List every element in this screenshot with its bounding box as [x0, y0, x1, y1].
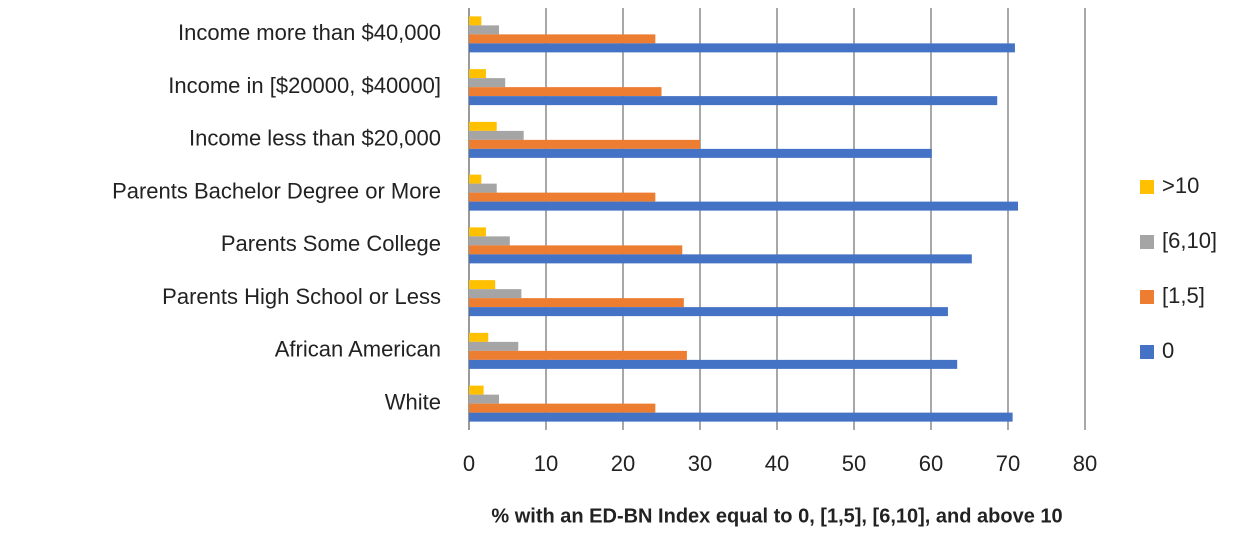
bar	[469, 148, 932, 158]
bar	[469, 139, 700, 149]
bar	[469, 245, 683, 255]
x-tick-label: 60	[919, 451, 943, 476]
bar	[469, 394, 500, 404]
y-tick-label: Income less than $20,000	[189, 126, 441, 151]
bar	[469, 43, 1015, 53]
y-tick-label: Parents Bachelor Degree or More	[112, 178, 441, 203]
y-tick-label: Parents Some College	[221, 231, 441, 256]
bar	[469, 412, 1013, 422]
bar	[469, 332, 489, 342]
bar	[469, 87, 662, 97]
bar	[469, 298, 684, 308]
x-tick-label: 40	[765, 451, 789, 476]
bar	[469, 350, 687, 360]
legend-label: 0	[1162, 338, 1174, 363]
bar	[469, 121, 497, 131]
bar	[469, 25, 500, 35]
x-tick-label: 70	[996, 451, 1020, 476]
legend-swatch	[1140, 345, 1154, 359]
bar	[469, 280, 496, 290]
bar	[469, 341, 519, 351]
bar	[469, 96, 998, 106]
x-tick-label: 50	[842, 451, 866, 476]
y-tick-label: Income in [$20000, $40000]	[168, 73, 441, 98]
bar	[469, 69, 486, 79]
legend-swatch	[1140, 235, 1154, 249]
y-tick-label: Income more than $40,000	[178, 20, 441, 45]
bar	[469, 403, 656, 413]
legend-label: [6,10]	[1162, 228, 1217, 253]
bar	[469, 254, 972, 264]
bar	[469, 289, 522, 299]
y-tick-label: African American	[275, 337, 441, 362]
bar	[469, 16, 482, 26]
x-axis-title: % with an ED-BN Index equal to 0, [1,5],…	[491, 505, 1062, 527]
bar	[469, 183, 497, 193]
x-tick-label: 0	[463, 451, 475, 476]
bar	[469, 307, 948, 317]
y-tick-label: Parents High School or Less	[162, 284, 441, 309]
bar	[469, 130, 524, 140]
bar	[469, 174, 482, 184]
legend-label: >10	[1162, 173, 1199, 198]
y-tick-label: White	[385, 389, 441, 414]
x-tick-label: 20	[611, 451, 635, 476]
x-tick-label: 80	[1073, 451, 1097, 476]
bar	[469, 78, 506, 88]
bar	[469, 34, 656, 44]
bar	[469, 236, 510, 246]
bar	[469, 192, 656, 202]
bar	[469, 227, 486, 237]
legend-swatch	[1140, 290, 1154, 304]
x-tick-label: 10	[534, 451, 558, 476]
legend-label: [1,5]	[1162, 283, 1205, 308]
bar	[469, 385, 484, 395]
legend-swatch	[1140, 180, 1154, 194]
bar	[469, 359, 958, 369]
bar	[469, 201, 1019, 211]
x-tick-label: 30	[688, 451, 712, 476]
